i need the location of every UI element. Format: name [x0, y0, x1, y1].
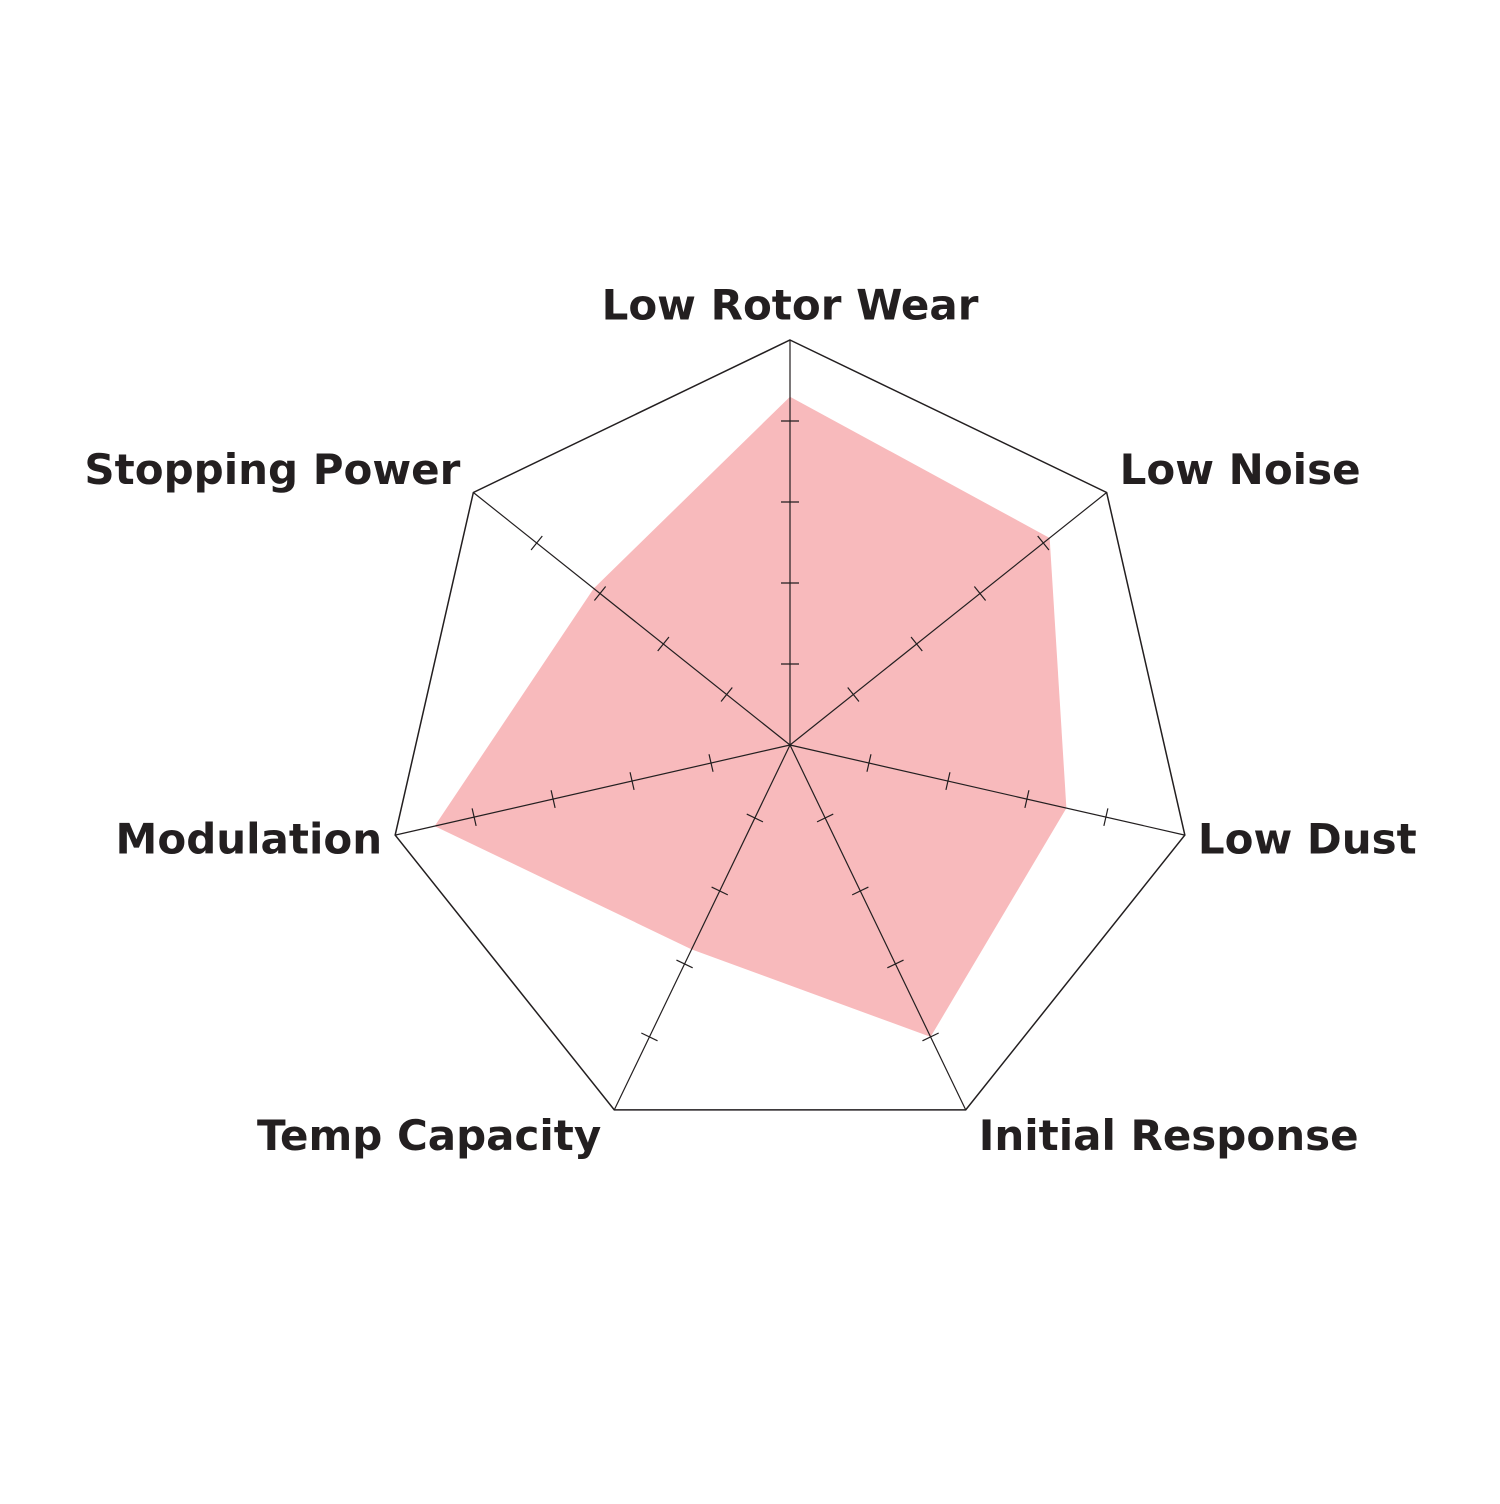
axis-label: Low Noise [1120, 445, 1361, 494]
tick-mark [866, 754, 872, 772]
tick-mark [746, 813, 764, 823]
tick-mark [711, 886, 729, 896]
axis-line [395, 744, 791, 836]
axis-line [789, 744, 967, 1111]
axis-label: Modulation [116, 815, 383, 864]
axis-label: Initial Response [979, 1111, 1359, 1160]
tick-mark [530, 535, 543, 551]
tick-mark [593, 586, 607, 601]
tick-mark [816, 813, 834, 823]
axis-label: Temp Capacity [257, 1111, 601, 1160]
axis-line [789, 744, 1185, 836]
tick-mark [629, 772, 635, 790]
tick-mark [1024, 790, 1030, 808]
axis-label: Stopping Power [84, 445, 460, 494]
axis-line [789, 492, 1108, 746]
tick-mark [847, 687, 860, 702]
tick-mark [657, 636, 670, 652]
tick-mark [708, 754, 714, 772]
tick-mark [1037, 535, 1050, 551]
axis-line [613, 744, 791, 1111]
outer-frame [394, 339, 1186, 1111]
axis-label: Low Dust [1198, 815, 1417, 864]
tick-mark [550, 790, 556, 808]
tick-mark [910, 636, 923, 652]
data-area [434, 396, 1067, 1037]
axis-label: Low Rotor Wear [602, 281, 979, 330]
tick-mark [973, 586, 987, 601]
axis-line [472, 492, 791, 746]
tick-mark [720, 687, 733, 702]
tick-mark [1103, 808, 1109, 827]
tick-mark [641, 1032, 658, 1042]
tick-mark [471, 808, 477, 827]
tick-mark [887, 959, 904, 969]
tick-mark [922, 1032, 939, 1042]
tick-mark [945, 772, 951, 790]
tick-mark [676, 959, 693, 969]
tick-mark [851, 886, 869, 896]
